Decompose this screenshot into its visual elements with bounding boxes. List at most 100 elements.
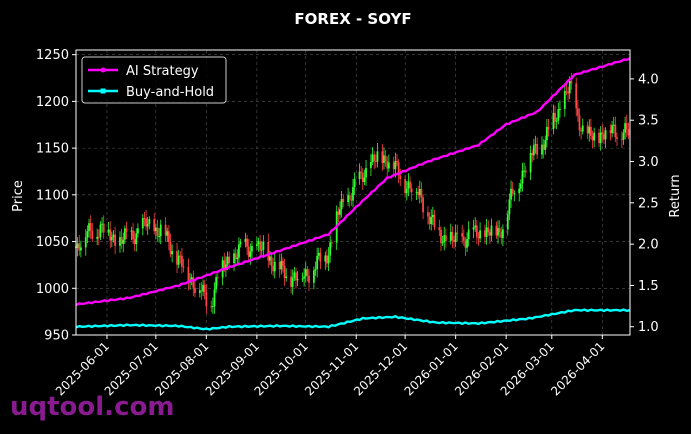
candle-body — [314, 269, 317, 271]
candle-body — [510, 188, 512, 200]
candle-body — [133, 239, 136, 245]
candle-body — [198, 290, 201, 293]
candle-body — [166, 231, 169, 236]
candle-body — [386, 161, 389, 169]
candle-body — [449, 231, 452, 242]
candle-body — [559, 108, 561, 110]
candle-body — [202, 284, 204, 292]
candle-body — [244, 238, 247, 242]
candle-body — [627, 129, 630, 136]
candle-body — [580, 130, 583, 132]
candle-body — [86, 231, 89, 238]
candle-body — [262, 241, 265, 250]
candle-body — [524, 170, 527, 173]
candle-body — [383, 155, 385, 163]
candle-body — [443, 235, 446, 243]
candle-body — [210, 306, 213, 308]
legend: AI Strategy Buy-and-Hold — [81, 56, 227, 104]
candle-body — [392, 162, 395, 170]
chart-title: FOREX - SOYF — [294, 10, 411, 28]
candle-body — [624, 123, 627, 133]
candle-body — [477, 236, 480, 239]
candle-body — [461, 233, 464, 237]
candle-body — [404, 178, 407, 194]
candle-body — [337, 211, 340, 215]
candle-body — [329, 242, 332, 256]
candle-body — [490, 225, 493, 236]
candle-body — [542, 144, 545, 150]
candle-body — [521, 170, 524, 184]
y-axis-label-right: Return — [668, 174, 683, 217]
y-tick-label-left: 1250 — [36, 48, 69, 63]
y-tick-label-right: 1.5 — [638, 279, 659, 294]
candle-body — [246, 238, 248, 247]
candle-body — [213, 289, 216, 306]
candle-body — [76, 243, 79, 249]
candle-body — [303, 276, 306, 279]
candle-body — [616, 137, 618, 139]
y-tick-label-right: 2.5 — [638, 196, 659, 211]
candle-body — [352, 187, 354, 201]
candle-body — [396, 160, 398, 163]
candle-body — [97, 236, 100, 238]
candle-body — [119, 237, 121, 246]
candle-body — [563, 91, 566, 109]
candle-body — [312, 270, 315, 283]
candle-body — [102, 223, 105, 233]
candle-body — [179, 255, 182, 257]
candle-body — [422, 197, 424, 213]
watermark: uqtool.com — [10, 392, 175, 422]
legend-ai-label: AI Strategy — [126, 64, 199, 79]
candle-body — [589, 126, 592, 136]
candle-body — [611, 125, 613, 134]
candle-body — [200, 290, 203, 292]
candle-body — [384, 155, 387, 162]
candle-body — [502, 229, 504, 238]
candle-body — [249, 251, 252, 257]
candle-body — [360, 171, 363, 173]
candle-body — [466, 238, 468, 248]
candle-body — [272, 265, 275, 272]
candle-body — [397, 162, 400, 176]
candle-body — [350, 199, 353, 201]
candle-body — [225, 264, 227, 269]
candle-body — [122, 239, 125, 244]
candle-body — [497, 228, 499, 236]
candle-body — [374, 160, 377, 162]
candle-body — [99, 224, 102, 238]
candle-body — [215, 277, 218, 290]
candle-body — [269, 256, 271, 261]
candle-body — [575, 83, 578, 109]
candle-body — [158, 236, 160, 238]
y-tick-label-right: 3.0 — [638, 155, 659, 170]
candle-body — [479, 230, 481, 239]
candle-body — [143, 218, 146, 220]
legend-bh-label: Buy-and-Hold — [126, 85, 214, 100]
candle-body — [467, 229, 470, 239]
candle-body — [88, 223, 90, 232]
candle-body — [417, 191, 420, 196]
legend-ai-marker — [100, 67, 106, 73]
candle-body — [353, 179, 356, 188]
candle-body — [529, 153, 532, 173]
candle-body — [568, 80, 571, 94]
candle-body — [484, 230, 486, 237]
candle-body — [495, 225, 498, 236]
candle-body — [130, 230, 133, 232]
candle-body — [438, 227, 441, 231]
candle-body — [238, 244, 240, 258]
candle-body — [301, 278, 304, 280]
candle-body — [293, 272, 296, 278]
candle-body — [464, 240, 467, 248]
candle-body — [91, 230, 94, 239]
candle-body — [125, 228, 128, 232]
candle-body — [410, 188, 413, 193]
candle-body — [153, 219, 156, 232]
x-tick-label: 2026-04-01 — [548, 339, 607, 398]
candle-body — [306, 269, 309, 276]
candle-body — [233, 253, 235, 264]
y-tick-label-left: 950 — [44, 329, 69, 344]
candle-body — [205, 292, 208, 307]
candle-body — [387, 162, 390, 169]
